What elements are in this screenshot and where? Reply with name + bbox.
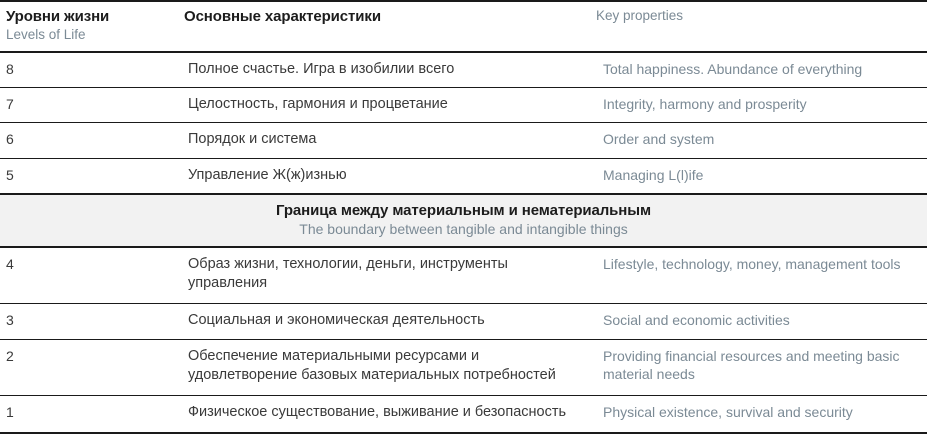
- table-row: 3 Социальная и экономическая деятельност…: [0, 303, 927, 340]
- table-row: 8 Полное счастье. Игра в изобилии всего …: [0, 52, 927, 89]
- boundary-text-en: The boundary between tangible and intang…: [299, 220, 628, 237]
- table-header: Уровни жизни Levels of Life Основные хар…: [0, 1, 927, 54]
- table-row: 5 Управление Ж(ж)изнью Managing L(l)ife: [0, 158, 927, 195]
- table-row: 7 Целостность, гармония и процветание In…: [0, 87, 927, 124]
- level-description-ru: Обеспечение материальными ресурсами и уд…: [178, 339, 590, 396]
- column-header-levels-ru: Уровни жизни: [6, 8, 110, 25]
- level-description-en: Providing financial resources and meetin…: [590, 339, 927, 396]
- boundary-divider-cell: Граница между материальным и нематериаль…: [0, 192, 927, 249]
- level-number: 3: [0, 303, 178, 340]
- level-description-en: Managing L(l)ife: [590, 158, 927, 195]
- boundary-divider-row: Граница между материальным и нематериаль…: [0, 192, 927, 249]
- column-header-levels-en: Levels of Life: [6, 27, 86, 43]
- level-description-en: Lifestyle, technology, money, management…: [590, 247, 927, 305]
- boundary-text-ru: Граница между материальным и нематериаль…: [276, 201, 651, 219]
- column-header-key-properties: Key properties: [590, 1, 927, 54]
- table-row: 1 Физическое существование, выживание и …: [0, 395, 927, 434]
- level-description-ru: Образ жизни, технологии, деньги, инструм…: [178, 247, 590, 305]
- level-description-en: Social and economic activities: [590, 303, 927, 340]
- level-number: 2: [0, 339, 178, 396]
- level-number: 1: [0, 395, 178, 434]
- level-description-en: Total happiness. Abundance of everything: [590, 52, 927, 89]
- column-header-key-properties-en: Key properties: [596, 8, 684, 23]
- level-description-ru: Целостность, гармония и процветание: [178, 87, 590, 124]
- level-number: 8: [0, 52, 178, 89]
- column-header-properties: Основные характеристики: [178, 1, 590, 54]
- level-number: 5: [0, 158, 178, 195]
- level-description-ru: Физическое существование, выживание и бе…: [178, 395, 590, 434]
- level-number: 7: [0, 87, 178, 124]
- level-description-ru: Социальная и экономическая деятельность: [178, 303, 590, 340]
- level-description-ru: Полное счастье. Игра в изобилии всего: [178, 52, 590, 89]
- level-description-en: Physical existence, survival and securit…: [590, 395, 927, 434]
- column-header-properties-ru: Основные характеристики: [184, 8, 381, 25]
- column-header-levels: Уровни жизни Levels of Life: [0, 1, 178, 54]
- level-description-en: Integrity, harmony and prosperity: [590, 87, 927, 124]
- table-row: 6 Порядок и система Order and system: [0, 122, 927, 159]
- header-row: Уровни жизни Levels of Life Основные хар…: [0, 1, 927, 54]
- level-number: 4: [0, 247, 178, 305]
- table-row: 4 Образ жизни, технологии, деньги, инстр…: [0, 247, 927, 305]
- level-description-en: Order and system: [590, 122, 927, 159]
- level-description-ru: Управление Ж(ж)изнью: [178, 158, 590, 195]
- table-body: 8 Полное счастье. Игра в изобилии всего …: [0, 52, 927, 434]
- level-description-ru: Порядок и система: [178, 122, 590, 159]
- table-row: 2 Обеспечение материальными ресурсами и …: [0, 339, 927, 396]
- level-number: 6: [0, 122, 178, 159]
